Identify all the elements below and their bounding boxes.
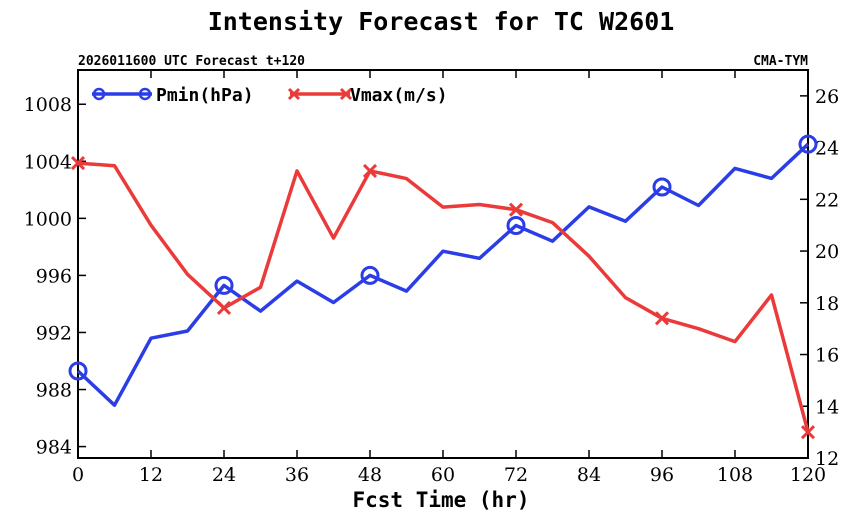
vmax-series-line [77, 161, 810, 433]
chart-subtitle-left: 2026011600 UTC Forecast t+120 [78, 54, 305, 69]
pmin-point-marker [652, 177, 672, 197]
y-right-tick-label: 22 [815, 189, 839, 211]
vmax-point-marker [362, 163, 378, 178]
plot-frame [77, 69, 809, 459]
y-left-tick-label: 1004 [24, 151, 72, 173]
y-right-tick-label: 24 [815, 138, 839, 160]
chart-title: Intensity Forecast for TC W2601 [208, 7, 675, 36]
series-layer [68, 134, 818, 440]
legend-vmax-marker-left [287, 87, 301, 101]
pmin-series-line [76, 142, 810, 407]
y-right-tick-label: 18 [815, 293, 839, 315]
vmax-point-marker [70, 156, 86, 171]
x-tick-label: 120 [790, 464, 826, 486]
y-right-tick-label: 26 [815, 86, 839, 108]
x-tick-label: 60 [431, 464, 455, 486]
x-tick-label: 12 [139, 464, 163, 486]
x-tick-label: 0 [72, 464, 84, 486]
axes: 0 12 24 36 48 60 72 84 96 108 120 984 988 992 996 1000 1… [24, 69, 839, 486]
pmin-point-marker [506, 215, 526, 235]
pmin-point-marker [68, 361, 88, 381]
pmin-point-marker [798, 134, 818, 154]
legend-vmax-label: Vmax(m/s) [350, 85, 448, 106]
x-tick-label: 72 [504, 464, 528, 486]
pmin-point-marker [214, 275, 234, 295]
legend: Pmin(hPa) Vmax(m/s) [92, 85, 448, 106]
legend-pmin-marker-left [92, 87, 106, 101]
x-tick-label: 84 [577, 464, 601, 486]
x-tick-label: 108 [717, 464, 753, 486]
y-left-tick-label: 992 [36, 322, 72, 344]
legend-pmin-marker-right [138, 87, 152, 101]
y-left-tick-label: 984 [36, 437, 72, 459]
vmax-point-marker [508, 202, 524, 217]
legend-pmin-label: Pmin(hPa) [156, 85, 254, 106]
y-right-tick-label: 16 [815, 345, 839, 367]
x-tick-label: 24 [212, 464, 236, 486]
y-right-tick-label: 14 [815, 396, 839, 418]
vmax-point-marker [216, 300, 232, 316]
y-left-tick-label: 988 [36, 380, 72, 402]
y-right-tick-label: 20 [815, 241, 839, 263]
y-left-tick-label: 1008 [24, 94, 72, 116]
pmin-point-marker [360, 265, 380, 285]
legend-vmax-marker-right [339, 87, 353, 101]
x-axis-label: Fcst Time (hr) [352, 488, 529, 512]
x-tick-label: 96 [650, 464, 674, 486]
y-right-tick-label: 12 [815, 448, 839, 470]
x-tick-label: 36 [285, 464, 309, 486]
vmax-point-marker [654, 311, 670, 326]
vmax-point-marker [800, 425, 816, 440]
chart-subtitle-right: CMA-TYM [753, 54, 808, 69]
x-tick-label: 48 [358, 464, 382, 486]
y-left-tick-label: 996 [36, 265, 72, 287]
y-left-tick-label: 1000 [24, 208, 72, 230]
